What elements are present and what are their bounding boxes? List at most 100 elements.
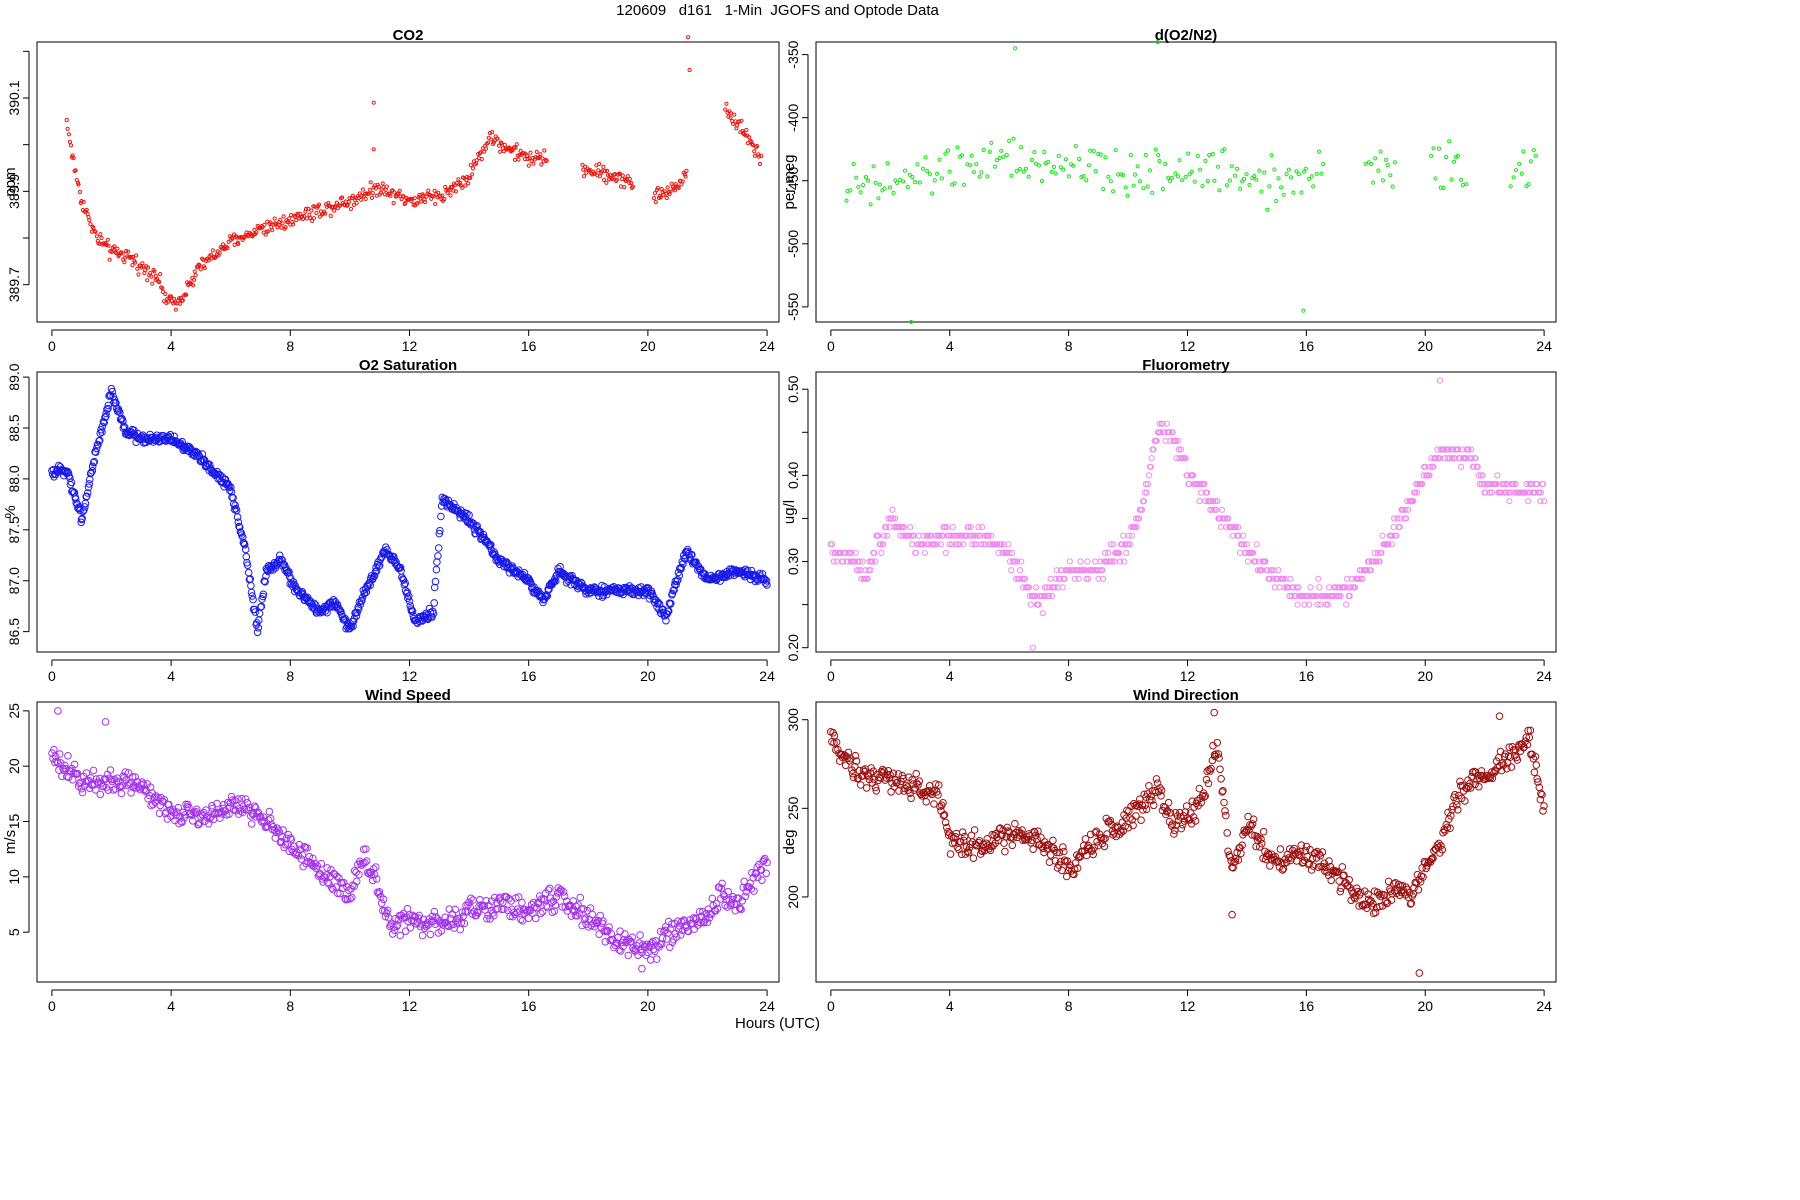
data-point	[1241, 541, 1248, 548]
data-point	[1039, 610, 1046, 617]
data-point	[352, 877, 361, 886]
data-point	[931, 541, 938, 548]
data-point	[1099, 567, 1106, 574]
data-point	[659, 187, 664, 192]
data-point	[1039, 592, 1046, 600]
y-axis-label: per meg	[781, 154, 798, 209]
data-point	[1419, 480, 1426, 488]
data-point	[1026, 174, 1031, 179]
data-point	[1390, 879, 1398, 888]
data-point	[849, 773, 858, 782]
data-point	[1259, 827, 1268, 836]
data-point	[939, 799, 947, 807]
data-point	[672, 580, 680, 589]
series-points	[48, 707, 771, 973]
data-point	[302, 214, 307, 219]
data-point	[599, 917, 607, 925]
data-point	[1125, 193, 1130, 198]
data-point	[679, 916, 688, 924]
data-point	[951, 833, 960, 841]
data-point	[1371, 549, 1378, 557]
data-point	[1333, 592, 1340, 600]
data-point	[952, 181, 957, 186]
data-point	[330, 870, 339, 879]
data-point	[580, 915, 589, 924]
data-point	[949, 524, 956, 531]
data-point	[854, 175, 859, 180]
data-point	[682, 172, 687, 177]
data-point	[1496, 747, 1505, 756]
data-point	[872, 558, 879, 565]
data-point	[1463, 455, 1470, 462]
data-point	[521, 151, 526, 156]
data-point	[592, 919, 601, 927]
data-point	[588, 910, 597, 919]
data-point	[1179, 812, 1188, 820]
data-point	[532, 914, 540, 923]
data-point	[262, 572, 270, 580]
data-point	[1532, 489, 1539, 496]
x-tick-label: 16	[1299, 338, 1315, 354]
data-point	[1051, 584, 1059, 591]
data-point	[1177, 158, 1182, 163]
data-point	[673, 182, 678, 187]
data-point	[279, 826, 287, 834]
data-point	[92, 444, 101, 453]
data-point	[502, 142, 507, 147]
data-point	[1465, 446, 1472, 453]
data-point	[935, 781, 943, 789]
data-point	[1470, 463, 1477, 470]
data-point	[1033, 161, 1039, 166]
data-point	[578, 579, 586, 588]
data-point	[1438, 846, 1447, 854]
data-point	[1389, 532, 1396, 539]
data-point	[1275, 567, 1282, 574]
data-point	[1446, 446, 1453, 453]
data-point	[1437, 842, 1445, 850]
data-point	[652, 191, 658, 196]
data-point	[1523, 740, 1532, 749]
data-point	[220, 242, 226, 247]
data-point	[968, 163, 973, 168]
data-point	[855, 567, 862, 574]
data-point	[1029, 845, 1037, 854]
data-point	[910, 174, 915, 180]
data-point	[867, 567, 874, 574]
y-tick-label: 88.5	[6, 414, 22, 441]
data-point	[1506, 498, 1513, 505]
data-point	[376, 184, 381, 189]
data-point	[888, 515, 895, 522]
y-axis-label: deg	[781, 829, 798, 854]
data-point	[104, 404, 112, 413]
data-point	[1099, 835, 1108, 844]
data-point	[118, 782, 127, 790]
data-point	[1105, 549, 1112, 557]
data-point	[514, 142, 519, 147]
data-point	[383, 906, 392, 915]
data-point	[369, 865, 378, 873]
y-tick-label: 87.0	[6, 567, 22, 594]
data-point	[1189, 169, 1194, 174]
data-point	[1334, 868, 1342, 876]
data-point	[460, 919, 469, 928]
data-point	[1243, 541, 1250, 548]
data-point	[561, 903, 570, 911]
data-point	[78, 514, 86, 523]
data-point	[1211, 506, 1218, 513]
data-point	[94, 234, 99, 239]
data-point	[393, 921, 402, 929]
data-point	[939, 176, 945, 181]
data-point	[192, 269, 197, 274]
data-point	[1198, 489, 1205, 496]
data-point	[1409, 890, 1418, 898]
data-point	[272, 216, 277, 221]
data-point	[1133, 524, 1140, 531]
data-point	[456, 925, 465, 934]
data-point	[1309, 174, 1314, 179]
data-point	[655, 186, 660, 191]
data-point	[1055, 848, 1064, 857]
data-point	[1324, 601, 1332, 608]
data-point	[617, 947, 625, 955]
data-point	[323, 864, 332, 872]
data-point	[361, 858, 369, 867]
